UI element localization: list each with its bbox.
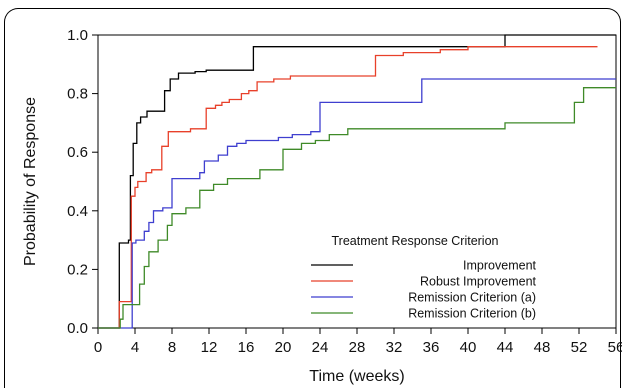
- chart-frame: 0 4 8 12 16 20 24 28 32 36 40 44 48 52 56 0.0 0.2 0.4 0.6 0…: [4, 8, 622, 388]
- x-tick-label: 16: [238, 339, 255, 356]
- series-line-4: [98, 87, 616, 329]
- y-tick-label: 0.0: [67, 320, 88, 337]
- x-tick-label: 0: [94, 339, 102, 356]
- series-line-1: [98, 34, 616, 329]
- x-tick-label: 8: [168, 339, 176, 356]
- x-tick-label: 36: [423, 339, 440, 356]
- legend-label-4: Remission Criterion (b): [408, 307, 536, 321]
- x-tick-label: 28: [349, 339, 366, 356]
- x-tick-label: 32: [386, 339, 403, 356]
- y-tick-label: 1.0: [67, 27, 88, 44]
- survival-chart: 0 4 8 12 16 20 24 28 32 36 40 44 48 52 560.00.20.40.60…: [22, 27, 622, 385]
- x-tick-label: 52: [571, 339, 588, 356]
- x-tick-label: 20: [275, 339, 292, 356]
- x-tick-label: 4: [131, 339, 139, 356]
- legend-label-2: Robust Improvement: [420, 275, 537, 289]
- y-tick-label: 0.4: [67, 203, 88, 220]
- series-line-2: [98, 46, 598, 329]
- y-tick-label: 0.8: [67, 86, 88, 103]
- y-tick-label: 0.6: [67, 144, 88, 161]
- legend-title: Treatment Response Criterion: [332, 234, 499, 248]
- legend-label-3: Remission Criterion (a): [408, 291, 536, 305]
- x-tick-label: 12: [201, 339, 218, 356]
- x-tick-label: 48: [534, 339, 551, 356]
- legend-label-1: Improvement: [463, 259, 536, 273]
- x-tick-label: 40: [460, 339, 477, 356]
- x-tick-label: 56: [608, 339, 622, 356]
- series-line-3: [98, 78, 616, 329]
- x-tick-label: 44: [497, 339, 514, 356]
- x-axis-title: Time (weeks): [309, 368, 404, 385]
- x-tick-label: 24: [312, 339, 329, 356]
- y-tick-label: 0.2: [67, 261, 88, 278]
- y-axis-title: Probability of Response: [22, 97, 39, 266]
